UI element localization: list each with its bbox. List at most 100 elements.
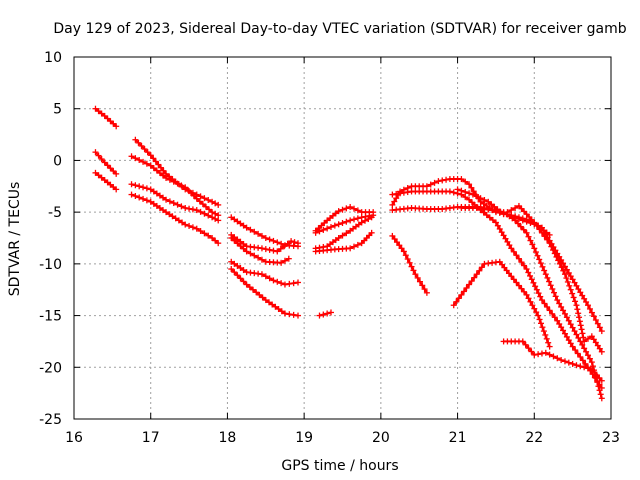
data-point <box>193 207 200 214</box>
data-point <box>525 233 532 240</box>
data-point <box>290 311 297 318</box>
data-point <box>419 282 426 289</box>
series-trace-2 <box>92 149 120 177</box>
data-point <box>468 184 475 191</box>
data-point <box>595 383 602 390</box>
data-point <box>166 176 173 183</box>
series-trace-9 <box>228 231 302 255</box>
data-point <box>594 379 601 386</box>
series-trace-18 <box>389 232 430 296</box>
data-point <box>266 246 273 253</box>
data-point <box>275 306 282 313</box>
data-point <box>500 210 507 217</box>
series-trace-20 <box>389 188 605 391</box>
data-point <box>538 350 545 357</box>
y-tick-label: -20 <box>39 360 62 376</box>
data-point <box>579 330 586 337</box>
data-point <box>523 229 530 236</box>
data-point <box>354 215 361 222</box>
data-series <box>92 105 605 402</box>
data-point <box>592 317 599 324</box>
data-point <box>537 260 544 267</box>
data-point <box>508 207 515 214</box>
data-point <box>153 202 160 209</box>
data-point <box>590 336 597 343</box>
data-point <box>519 217 526 224</box>
data-point <box>508 273 515 280</box>
data-point <box>486 214 493 221</box>
y-tick-label: -10 <box>39 257 62 273</box>
series-trace-19 <box>389 176 605 335</box>
data-point <box>258 256 265 263</box>
data-point <box>563 275 570 282</box>
data-point <box>290 280 297 287</box>
data-point <box>206 206 213 213</box>
data-point <box>335 235 342 241</box>
data-point <box>343 218 350 225</box>
data-point <box>508 245 515 252</box>
data-point <box>143 185 150 192</box>
x-tick-label: 21 <box>449 430 467 446</box>
data-point <box>536 316 543 323</box>
data-point <box>584 302 591 309</box>
data-point <box>141 146 148 153</box>
data-point <box>598 395 605 402</box>
series-trace-16 <box>312 214 375 252</box>
data-point <box>540 328 547 335</box>
data-point <box>473 271 480 278</box>
data-point <box>335 221 342 228</box>
data-point <box>554 317 561 324</box>
data-point <box>98 110 105 117</box>
data-point <box>185 187 192 194</box>
data-point <box>531 305 538 312</box>
data-point <box>563 266 570 273</box>
data-point <box>523 291 530 298</box>
data-point <box>179 219 186 226</box>
data-point <box>500 232 507 239</box>
data-point <box>347 217 354 224</box>
data-point <box>316 228 323 235</box>
data-point <box>138 142 145 149</box>
data-point <box>135 139 142 146</box>
data-point <box>339 220 346 227</box>
data-point <box>231 216 238 223</box>
data-point <box>101 159 108 166</box>
data-point <box>523 218 530 225</box>
x-tick-label: 20 <box>372 430 390 446</box>
data-point <box>454 186 461 193</box>
data-point <box>209 209 216 216</box>
data-point <box>156 205 163 212</box>
data-point <box>143 160 150 167</box>
data-point <box>196 198 203 205</box>
data-point <box>324 225 331 232</box>
data-point <box>510 276 517 283</box>
data-point <box>262 273 269 280</box>
data-point <box>335 208 342 215</box>
data-point <box>546 240 553 247</box>
data-point <box>197 208 204 215</box>
data-point <box>285 255 292 262</box>
data-point <box>228 266 235 273</box>
data-point <box>556 300 563 307</box>
y-tick-label: -5 <box>48 205 62 221</box>
data-point <box>391 236 398 243</box>
data-point <box>212 237 219 244</box>
series-trace-17 <box>312 229 375 255</box>
data-point <box>581 345 588 352</box>
data-point <box>113 123 120 130</box>
data-point <box>525 269 532 276</box>
data-point <box>286 311 293 318</box>
x-tick-label: 19 <box>295 430 313 446</box>
data-point <box>555 257 562 264</box>
data-point <box>527 220 534 227</box>
data-point <box>312 229 319 236</box>
data-point <box>469 191 476 198</box>
data-point <box>240 245 247 252</box>
data-point <box>588 309 595 316</box>
data-point <box>597 391 604 398</box>
data-point <box>202 203 209 210</box>
data-point <box>182 221 189 228</box>
data-point <box>575 310 582 317</box>
data-point <box>243 248 250 255</box>
data-point <box>274 248 281 255</box>
